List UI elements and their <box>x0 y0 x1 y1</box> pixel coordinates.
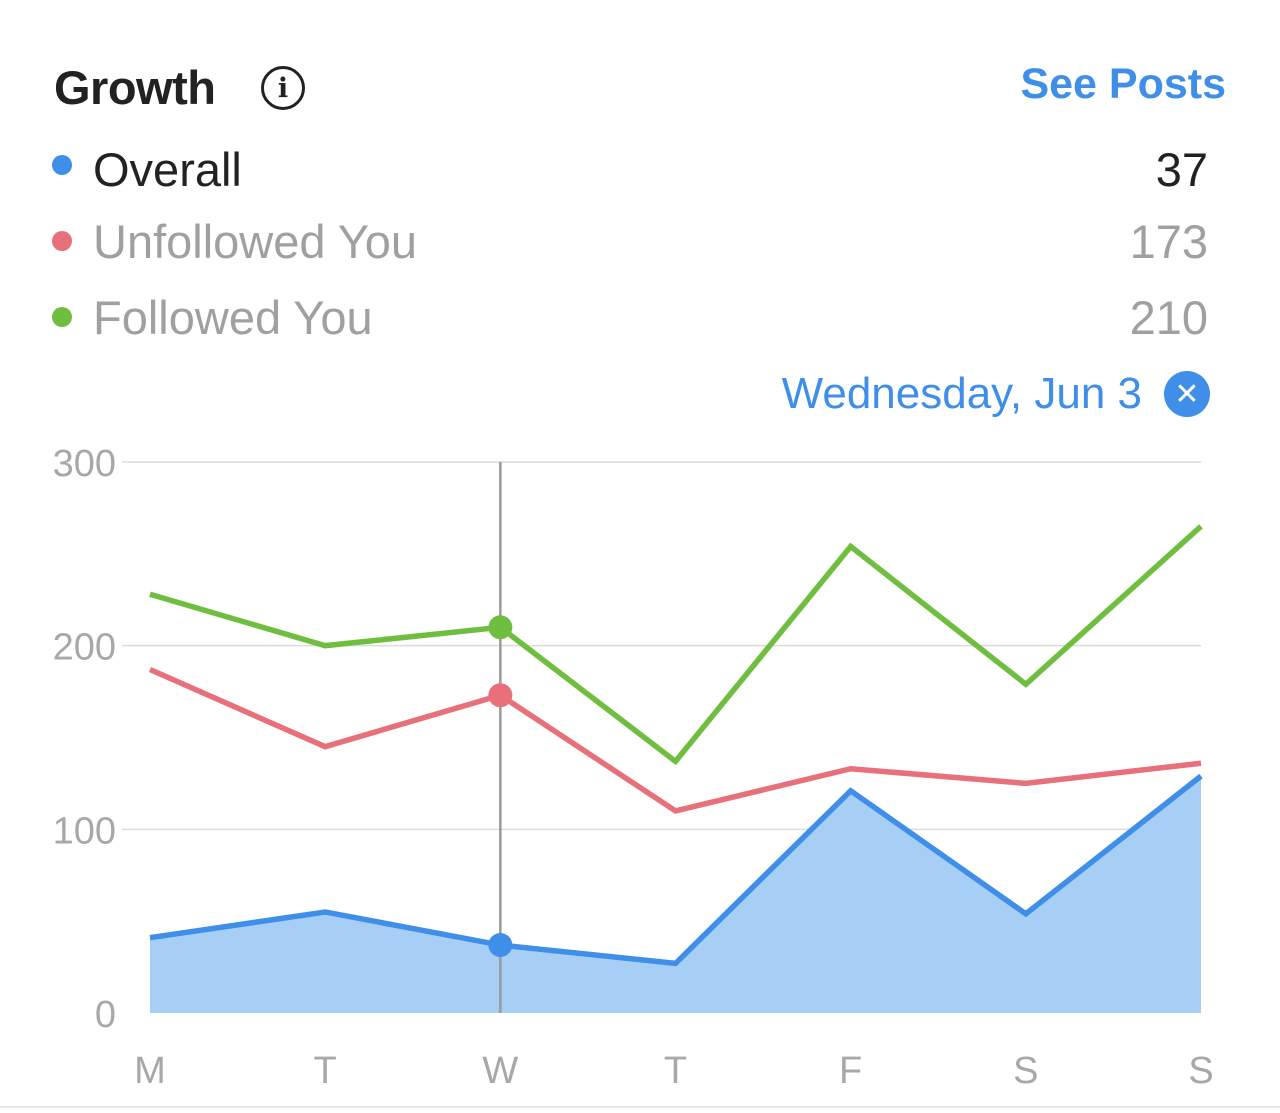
see-posts-link[interactable]: See Posts <box>1020 60 1226 108</box>
y-tick-label: 0 <box>95 994 116 1036</box>
x-tick-label: M <box>134 1050 166 1092</box>
x-tick-label: T <box>314 1050 337 1092</box>
legend-item-unfollowed: Unfollowed You 173 <box>0 214 1280 274</box>
legend-value: 37 <box>1155 143 1208 196</box>
y-tick-label: 100 <box>53 810 116 852</box>
selected-point-followed-you <box>488 615 513 640</box>
legend-item-followed: Followed You 210 <box>0 290 1280 350</box>
y-tick-label: 200 <box>53 627 116 669</box>
legend-value: 210 <box>1129 291 1208 344</box>
series-line-followed-you <box>149 524 1203 766</box>
series-line-unfollowed-you <box>148 667 1202 814</box>
selected-date: Wednesday, Jun 3 ✕ <box>782 366 1210 422</box>
x-tick-label: S <box>1188 1050 1213 1092</box>
selected-point-overall <box>488 933 513 958</box>
legend-label: Followed You <box>93 291 373 344</box>
x-tick-label: W <box>482 1050 518 1092</box>
legend-item-overall: Overall 37 <box>0 142 1280 202</box>
legend-label: Unfollowed You <box>93 215 418 268</box>
x-tick-label: T <box>664 1050 687 1092</box>
area-fill-overall <box>150 776 1201 1013</box>
x-tick-label: F <box>839 1050 862 1092</box>
selected-date-label: Wednesday, Jun 3 <box>781 369 1142 418</box>
unfollowed-dot-icon <box>52 231 72 251</box>
series-line-overall <box>149 773 1203 967</box>
close-icon[interactable]: ✕ <box>1164 371 1210 417</box>
y-tick-label: 300 <box>53 443 116 485</box>
overall-dot-icon <box>52 155 72 175</box>
followed-dot-icon <box>52 307 72 327</box>
selected-point-unfollowed-you <box>488 683 513 708</box>
divider <box>0 1106 1280 1108</box>
page-title: Growth <box>54 61 216 114</box>
legend-value: 173 <box>1129 215 1208 268</box>
x-tick-label: S <box>1013 1050 1038 1092</box>
legend-label: Overall <box>93 143 242 196</box>
info-icon[interactable]: i <box>261 66 305 110</box>
